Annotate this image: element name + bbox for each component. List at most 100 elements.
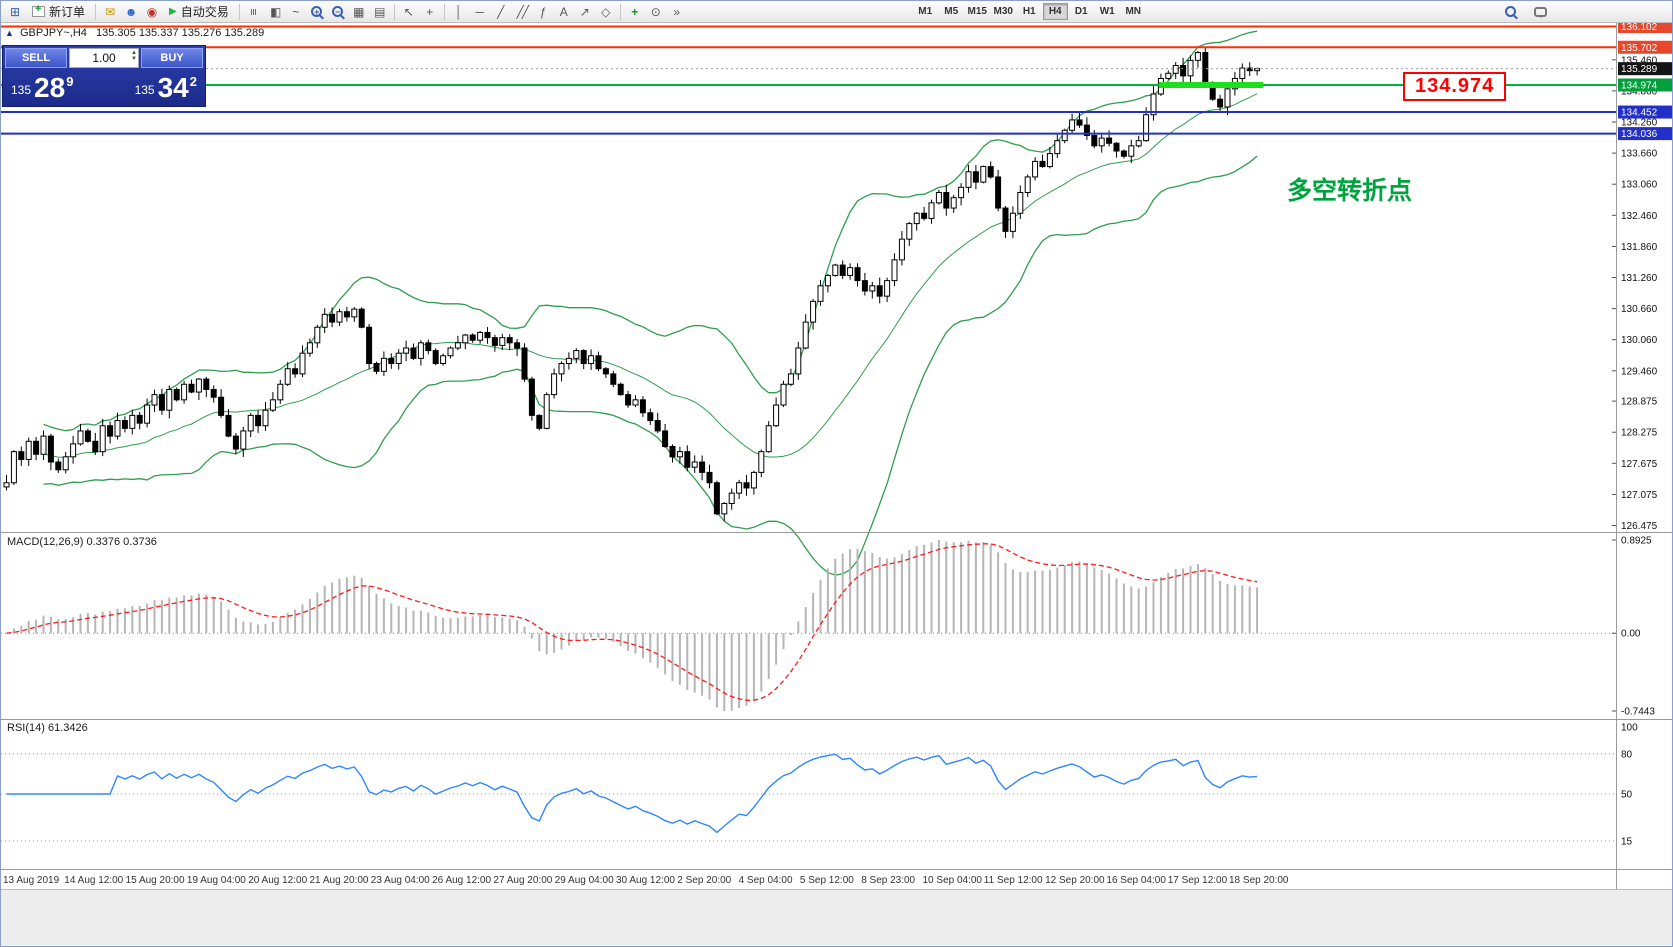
search-icon[interactable] [1500, 3, 1520, 21]
buy-price[interactable]: 135 34 2 [135, 71, 197, 103]
timeframe-button-D1[interactable]: D1 [1074, 6, 1088, 17]
timeframe-button-M5[interactable]: M5 [944, 6, 959, 17]
timeframe-button-MN[interactable]: MN [1125, 6, 1142, 17]
svg-text:11 Sep 12:00: 11 Sep 12:00 [984, 875, 1043, 886]
svg-text:80: 80 [1621, 749, 1633, 760]
svg-text:-0.7443: -0.7443 [1621, 707, 1655, 718]
text-tool-icon[interactable]: A [559, 4, 568, 19]
crosshair-icon[interactable]: + [426, 4, 434, 19]
timeframe-button-M1[interactable]: M1 [918, 6, 933, 17]
autotrade-label: 自动交易 [180, 5, 229, 19]
vertical-line-tool-icon[interactable]: │ [454, 4, 463, 19]
buy-price-sup: 2 [189, 73, 197, 89]
bottom-spacer [1, 889, 1672, 946]
svg-text:27 Aug 20:00: 27 Aug 20:00 [493, 875, 552, 886]
svg-text:133.060: 133.060 [1621, 180, 1658, 191]
zoom-out-icon[interactable]: − [328, 3, 348, 21]
svg-text:17 Sep 12:00: 17 Sep 12:00 [1168, 875, 1228, 886]
svg-text:100: 100 [1621, 723, 1638, 734]
trendline-tool-icon[interactable]: ╱ [497, 4, 505, 19]
separator [238, 3, 240, 20]
timeframe-button-M30[interactable]: M30 [993, 6, 1013, 17]
svg-text:133.660: 133.660 [1621, 149, 1658, 160]
timeframe-button-M15[interactable]: M15 [967, 6, 987, 17]
shapes-tool-icon[interactable]: ◇ [601, 4, 611, 19]
channel-tool-icon[interactable]: ╱╱ [516, 4, 529, 19]
sell-price-prefix: 135 [11, 82, 32, 97]
svg-text:127.675: 127.675 [1621, 459, 1658, 470]
tile-windows-icon[interactable]: ▤ [374, 4, 386, 19]
svg-text:50: 50 [1621, 790, 1633, 801]
grid-icon[interactable]: ▦ [353, 4, 365, 19]
arrows-tool-icon[interactable]: ↗ [579, 4, 590, 19]
volume-value: 1.00 [92, 51, 116, 65]
play-icon: ▶ [169, 6, 177, 17]
chat-icon[interactable] [1530, 3, 1550, 21]
spinner-down-icon[interactable]: ▼ [131, 56, 137, 62]
horizontal-line-tool-icon[interactable]: ─ [475, 4, 484, 19]
timeframe-button-W1[interactable]: W1 [1099, 6, 1115, 17]
fibonacci-tool-icon[interactable]: ƒ [539, 4, 547, 19]
svg-text:13 Aug 2019: 13 Aug 2019 [3, 875, 60, 886]
rsi-layer [1, 753, 1616, 842]
svg-text:10 Sep 04:00: 10 Sep 04:00 [923, 875, 983, 886]
separator [619, 3, 621, 20]
svg-text:21 Aug 20:00: 21 Aug 20:00 [310, 875, 369, 886]
autotrade-button[interactable]: ▶ 自动交易 [163, 3, 235, 21]
main-toolbar: ⊞ + 新订单 ✉ ☻ ◉ ▶ 自动交易 ≡ ▮▯ ~ + − ▦ ▤ ↖ + … [1, 1, 1672, 23]
date-axis: 13 Aug 2019 14 Aug 12:00 15 Aug 20:00 19 Au… [3, 875, 1289, 886]
price-callout-box[interactable]: 134.974 [1403, 72, 1507, 101]
sell-price[interactable]: 135 28 9 [11, 71, 74, 103]
svg-text:130.060: 130.060 [1621, 335, 1658, 346]
sell-button[interactable]: SELL [5, 48, 67, 68]
sell-price-big: 28 [34, 71, 66, 103]
profile-icon[interactable]: ☻ [124, 4, 138, 19]
svg-text:134.974: 134.974 [1621, 80, 1658, 91]
svg-text:15: 15 [1621, 836, 1633, 847]
candlestick-chart-icon[interactable]: ▮▯ [270, 4, 281, 19]
ohlc-values: 135.305 135.337 135.276 135.289 [96, 27, 265, 39]
toolbar-right-group [1500, 3, 1550, 21]
svg-text:126.475: 126.475 [1621, 521, 1658, 532]
timeframe-button-H1[interactable]: H1 [1022, 6, 1036, 17]
svg-text:128.875: 128.875 [1621, 397, 1658, 408]
indicators-icon[interactable]: + [631, 4, 639, 19]
buy-button[interactable]: BUY [141, 48, 203, 68]
volume-spinner: ▲ ▼ [131, 50, 137, 62]
svg-text:0.8925: 0.8925 [1621, 536, 1652, 547]
order-ticket-icon: + [32, 3, 45, 17]
sell-price-sup: 9 [66, 73, 74, 89]
zoom-in-icon[interactable]: + [307, 3, 327, 21]
collapse-triangle-icon[interactable]: ▲ [5, 28, 14, 38]
svg-text:134.860: 134.860 [1621, 86, 1658, 97]
separator [443, 3, 445, 20]
svg-text:134.036: 134.036 [1621, 129, 1658, 140]
svg-text:20 Aug 12:00: 20 Aug 12:00 [248, 875, 307, 886]
timeframe-button-H4[interactable]: H4 [1042, 3, 1068, 20]
svg-text:18 Sep 20:00: 18 Sep 20:00 [1229, 875, 1289, 886]
svg-text:8 Sep 23:00: 8 Sep 23:00 [861, 875, 915, 886]
bar-chart-icon[interactable]: ≡ [246, 7, 261, 16]
buy-price-big: 34 [157, 71, 189, 103]
chart-shift-icon[interactable]: » [673, 4, 681, 19]
chinese-annotation: 多空转折点 [1287, 177, 1413, 205]
cursor-icon[interactable]: ↖ [403, 4, 414, 19]
svg-text:16 Sep 04:00: 16 Sep 04:00 [1106, 875, 1166, 886]
periods-clock-icon[interactable]: ⊙ [650, 4, 661, 19]
new-order-button[interactable]: + 新订单 [26, 3, 91, 21]
svg-text:128.275: 128.275 [1621, 428, 1658, 439]
line-chart-icon[interactable]: ~ [292, 4, 300, 19]
news-icon[interactable]: ◉ [146, 4, 158, 19]
svg-text:127.075: 127.075 [1621, 490, 1658, 501]
chart-canvas[interactable]: 0.8925 0.00 -0.7443 80 50 15 100 135.460 134.860… [1, 23, 1673, 889]
svg-text:131.860: 131.860 [1621, 242, 1658, 253]
horizontal-lines-layer: 136.102 135.702 135.289 134.974 134.452 134.0… [1, 23, 1672, 141]
mail-icon[interactable]: ✉ [104, 4, 116, 19]
svg-text:4 Sep 04:00: 4 Sep 04:00 [739, 875, 793, 886]
svg-text:12 Sep 20:00: 12 Sep 20:00 [1045, 875, 1105, 886]
volume-input[interactable]: 1.00 ▲ ▼ [69, 48, 139, 68]
one-click-trading-panel: SELL 1.00 ▲ ▼ BUY 135 28 9 135 34 2 [2, 45, 206, 107]
spinner-up-icon[interactable]: ▲ [131, 50, 137, 56]
svg-text:135.289: 135.289 [1621, 64, 1658, 75]
